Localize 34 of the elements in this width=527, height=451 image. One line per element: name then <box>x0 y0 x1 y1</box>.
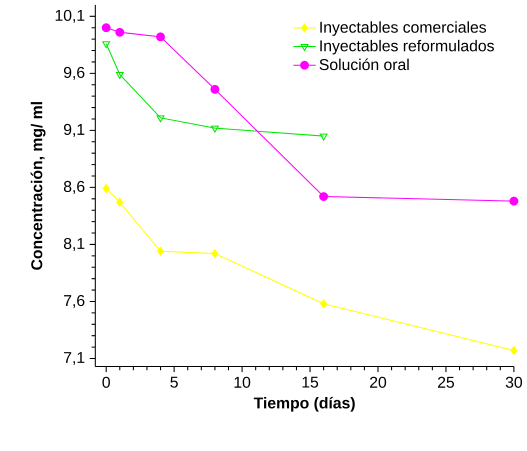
point <box>102 41 110 48</box>
y-tick-label: 7,1 <box>64 352 84 365</box>
y-axis-title: Concentración, mg/ ml <box>30 102 46 270</box>
point <box>210 126 219 133</box>
point <box>116 198 124 207</box>
x-tick-label: 30 <box>506 376 522 388</box>
point <box>210 84 220 94</box>
point <box>115 28 124 37</box>
point <box>102 23 111 32</box>
point <box>211 249 218 258</box>
x-tick-label: 10 <box>234 376 250 388</box>
point <box>320 134 328 141</box>
x-axis-title: Tiempo (días) <box>254 396 355 412</box>
point <box>319 192 328 201</box>
y-tick-label: 10,1 <box>56 10 84 23</box>
x-tick-label: 20 <box>370 376 386 388</box>
point <box>157 246 164 256</box>
y-tick-label: 9,6 <box>64 66 84 80</box>
legend-label: Inyectables comerciales <box>320 21 486 36</box>
x-tick-label: 15 <box>302 376 318 388</box>
point <box>320 299 328 308</box>
y-tick-label: 8,1 <box>64 238 84 251</box>
y-tick-label: 7,6 <box>64 294 84 308</box>
point <box>102 184 110 194</box>
point <box>116 72 124 79</box>
x-tick-label: 25 <box>438 376 454 388</box>
legend-label: Solución oral <box>320 58 409 70</box>
y-tick-label: 8,6 <box>64 180 84 194</box>
x-tick-label: 5 <box>170 376 178 388</box>
point <box>156 32 166 42</box>
point <box>156 115 164 122</box>
x-tick-label: 0 <box>102 376 110 388</box>
legend-label: Inyectables reformulados <box>320 40 494 55</box>
y-tick-label: 9,1 <box>64 124 84 137</box>
